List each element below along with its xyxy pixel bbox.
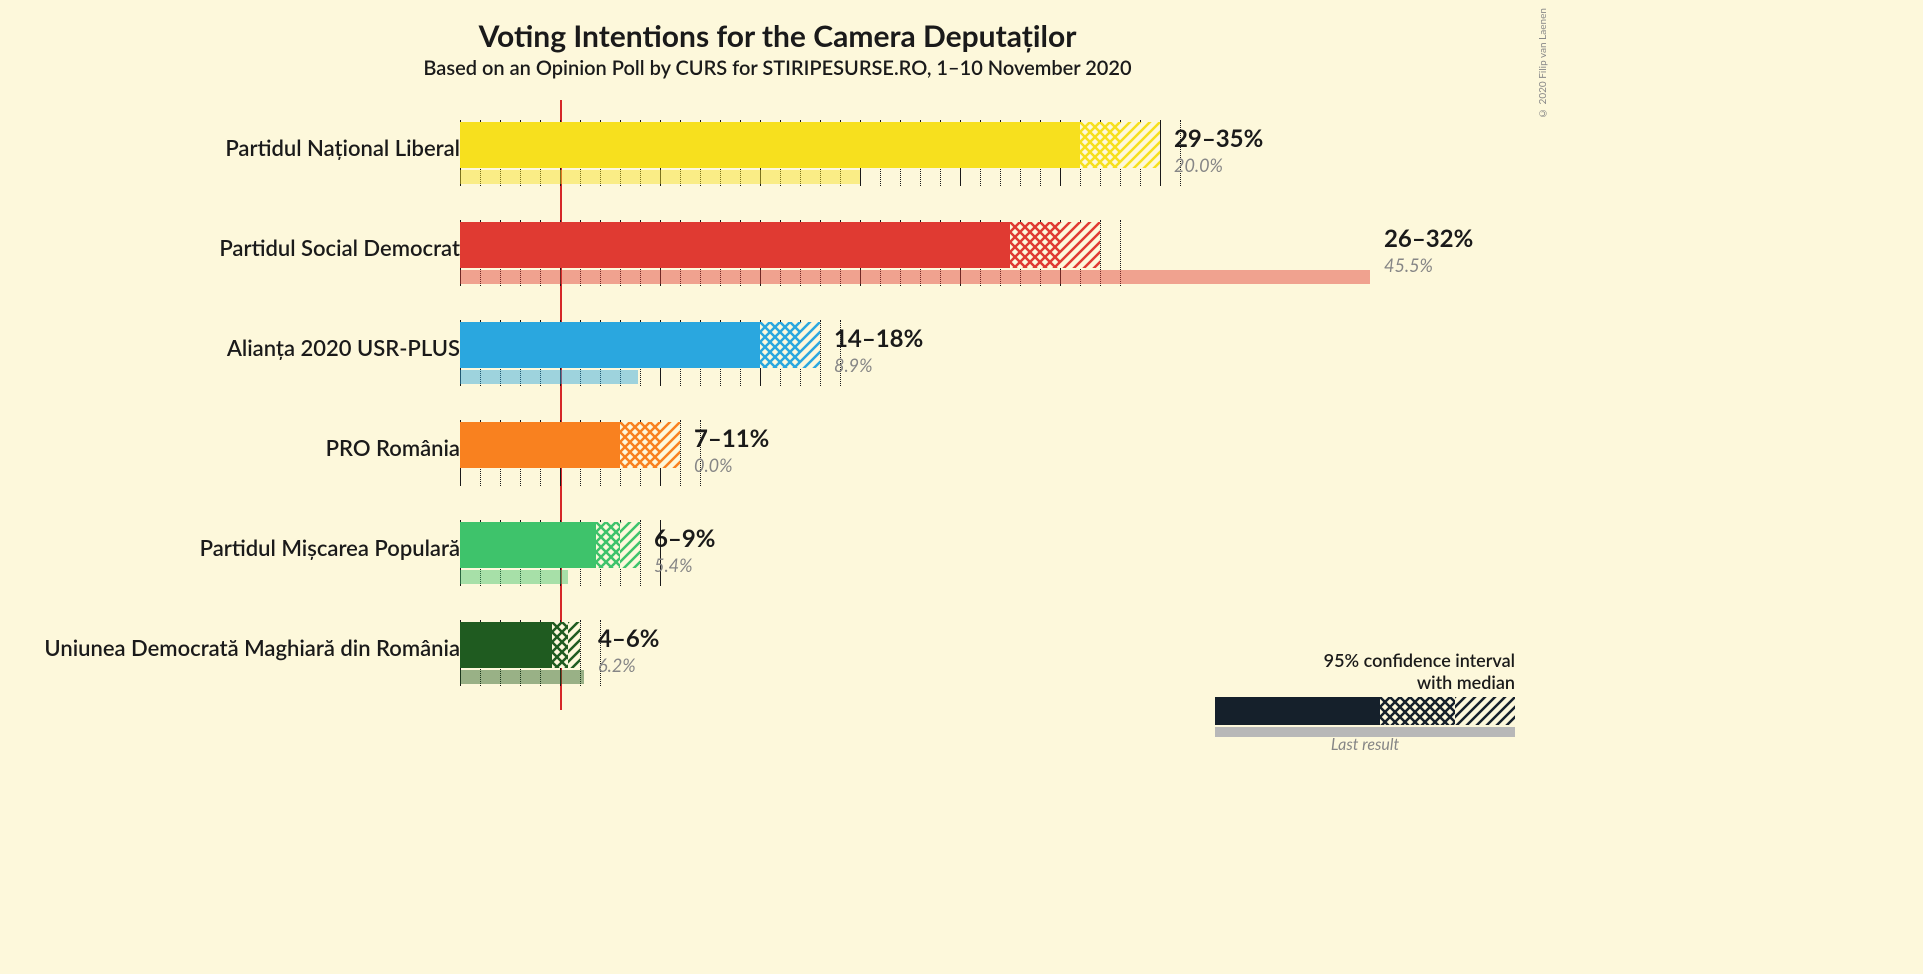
last-result-bar [460,170,860,184]
last-result-bar [460,570,568,584]
party-label: Partidul Mișcarea Populară [20,534,460,561]
ci-bar-crosshatch [552,622,568,668]
gridline-minor [680,420,681,486]
chart-row: Partidul Mișcarea Populară 6–9%5.4% [0,510,1555,610]
ci-bar-hatch [800,322,820,368]
legend-line2: with median [1195,671,1515,693]
value-range: 4–6% [598,624,659,653]
ci-bar-crosshatch [1010,222,1060,268]
ci-bar-crosshatch [620,422,660,468]
ci-bar-crosshatch [1080,122,1120,168]
last-result-bar [460,370,638,384]
party-label: Partidul Național Liberal [20,134,460,161]
value-range: 6–9% [654,524,715,553]
gridline-major [1160,120,1161,186]
last-result-bar [460,270,1370,284]
ci-bar-solid [460,622,552,668]
value-last: 8.9% [834,354,872,376]
ci-bar-hatch [660,422,680,468]
value-last: 45.5% [1384,254,1433,276]
chart-row: Alianța 2020 USR-PLUS 14–18%8.9% [0,310,1555,410]
chart-title: Voting Intentions for the Camera Deputaț… [0,0,1555,54]
ci-bar-solid [460,222,1010,268]
ci-bar-solid [460,122,1080,168]
value-last: 6.2% [598,654,636,676]
ci-bar-hatch [620,522,640,568]
ci-bar-hatch [1060,222,1100,268]
chart-page: Voting Intentions for the Camera Deputaț… [0,0,1555,787]
value-range: 7–11% [694,424,769,453]
value-range: 14–18% [834,324,923,353]
legend: 95% confidence interval with median Last… [1195,649,1515,737]
value-last: 20.0% [1174,154,1223,176]
ci-bar-solid [460,422,620,468]
party-label: Alianța 2020 USR-PLUS [20,334,460,361]
ci-bar-hatch [1120,122,1160,168]
last-result-bar [460,670,584,684]
chart-row: Partidul Național Liberal 29–35%20.0% [0,110,1555,210]
ci-bar-crosshatch [760,322,800,368]
value-last: 5.4% [654,554,692,576]
gridline-minor [820,320,821,386]
ci-bar-hatch [568,622,580,668]
gridline-minor [640,520,641,586]
value-last: 0.0% [694,454,732,476]
legend-line1: 95% confidence interval [1195,649,1515,671]
ci-bar-solid [460,522,596,568]
ci-bar-solid [460,322,760,368]
value-range: 29–35% [1174,124,1263,153]
legend-last-label: Last result [1215,735,1515,754]
party-label: Uniunea Democrată Maghiară din România [20,634,460,661]
chart-row: Partidul Social Democrat 26–32%45.5% [0,210,1555,310]
legend-last: Last result [1215,727,1515,737]
chart-subtitle: Based on an Opinion Poll by CURS for STI… [0,56,1555,80]
value-range: 26–32% [1384,224,1473,253]
party-label: PRO România [20,434,460,461]
legend-ci-bar [1215,697,1515,725]
ci-bar-crosshatch [596,522,620,568]
party-label: Partidul Social Democrat [20,234,460,261]
chart-row: PRO România 7–11%0.0% [0,410,1555,510]
